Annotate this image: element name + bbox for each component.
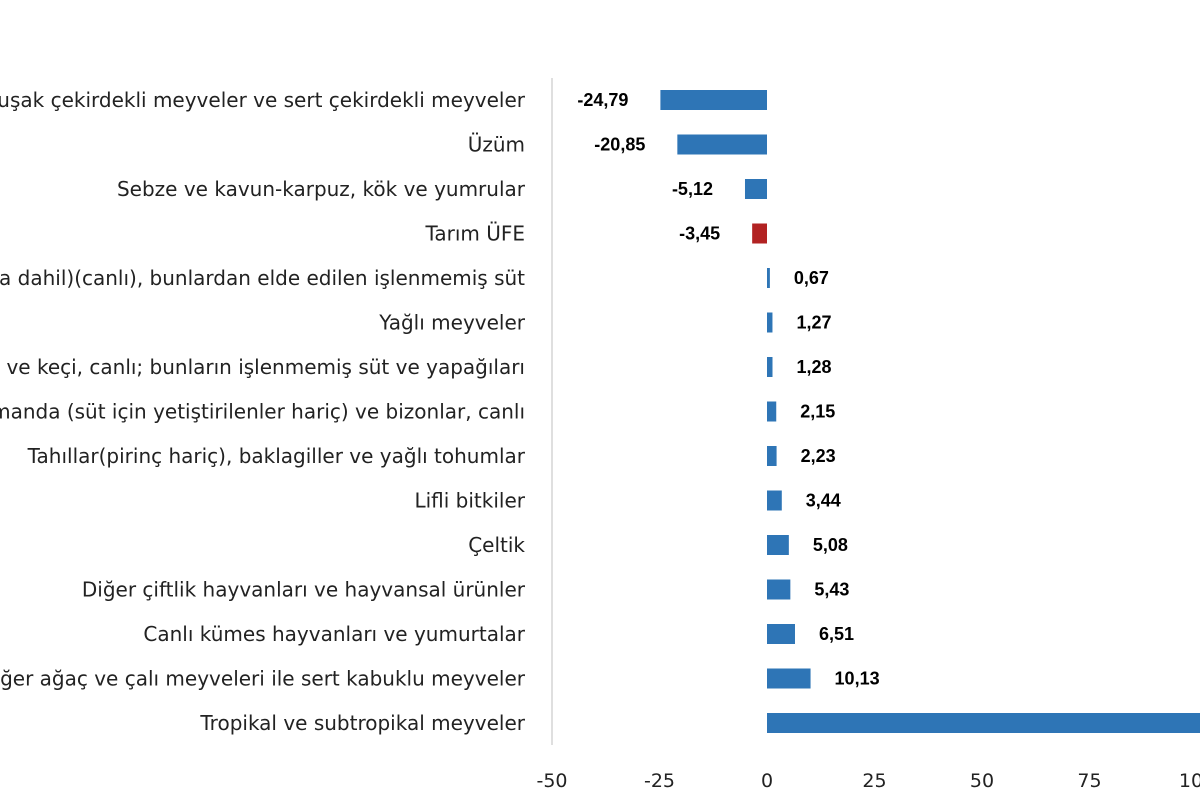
x-tick-label: 50 — [970, 770, 994, 792]
category-label: Diğer ağaç ve çalı meyveleri ile sert ka… — [0, 667, 526, 691]
data-label: -3,45 — [679, 224, 720, 244]
bar — [677, 134, 767, 155]
x-tick-label: 25 — [862, 770, 886, 792]
data-label: 3,44 — [806, 491, 841, 511]
data-label: 5,43 — [814, 580, 849, 600]
category-label: Diğer çiftlik hayvanları ve hayvansal ür… — [82, 578, 526, 602]
category-label: Yumuşak çekirdekli meyveler ve sert çeki… — [0, 88, 526, 112]
data-label: -20,85 — [594, 135, 645, 155]
category-label: Canlı kümes hayvanları ve yumurtalar — [143, 622, 525, 646]
data-label: 2,23 — [801, 446, 836, 466]
data-label: -5,12 — [672, 179, 713, 199]
x-tick-label: 75 — [1077, 770, 1101, 792]
category-label: Lifli bitkiler — [414, 489, 525, 513]
x-tick-label: -50 — [536, 770, 567, 792]
category-label: Tahıllar(pirinç hariç), baklagiller ve y… — [27, 444, 526, 468]
data-label: 5,08 — [813, 535, 848, 555]
data-label: 1,28 — [797, 357, 832, 377]
x-tick-label: 100 — [1179, 770, 1200, 792]
bar — [767, 401, 777, 422]
bar — [660, 90, 767, 110]
data-label: 1,27 — [796, 313, 831, 333]
category-label: Koyun ve keçi, canlı; bunların işlenmemi… — [0, 355, 525, 379]
x-tick-label: 0 — [761, 770, 773, 792]
bar — [767, 268, 770, 288]
category-label: Tropikal ve subtropikal meyveler — [199, 711, 525, 735]
bar — [752, 223, 767, 244]
category-label: Yağlı meyveler — [378, 311, 526, 335]
bar — [767, 668, 811, 689]
bar — [767, 446, 777, 466]
x-tick-label: -25 — [644, 770, 675, 792]
bar — [767, 624, 795, 644]
data-label: 2,15 — [800, 402, 835, 422]
category-label: Üzüm — [468, 133, 525, 157]
category-label: Sığırlar ve manda (süt için yetiştirilen… — [0, 400, 525, 424]
bar — [767, 357, 773, 377]
data-label: -24,79 — [577, 90, 628, 110]
bar — [767, 490, 782, 511]
category-label: Sığır (manda dahil)(canlı), bunlardan el… — [0, 266, 525, 290]
bar — [767, 312, 773, 333]
data-label: 0,67 — [794, 268, 829, 288]
data-label: 10,13 — [835, 669, 880, 689]
bar — [767, 535, 789, 555]
bar — [767, 579, 791, 600]
bar — [767, 713, 1200, 733]
category-label: Çeltik — [468, 533, 525, 557]
category-labels: Yumuşak çekirdekli meyveler ve sert çeki… — [0, 88, 526, 735]
bars — [660, 90, 1200, 733]
bar — [744, 179, 767, 199]
value-labels: -24,79 -20,85 -5,12 -3,45 0,67 1,27 1,28 2,15 2,… — [577, 90, 879, 689]
data-label: 6,51 — [819, 624, 854, 644]
category-label: Sebze ve kavun-karpuz, kök ve yumrular — [117, 177, 526, 201]
x-axis-tick-labels: -50 -25 0 25 50 75 100 — [536, 770, 1200, 792]
category-label: Tarım ÜFE — [424, 222, 525, 246]
